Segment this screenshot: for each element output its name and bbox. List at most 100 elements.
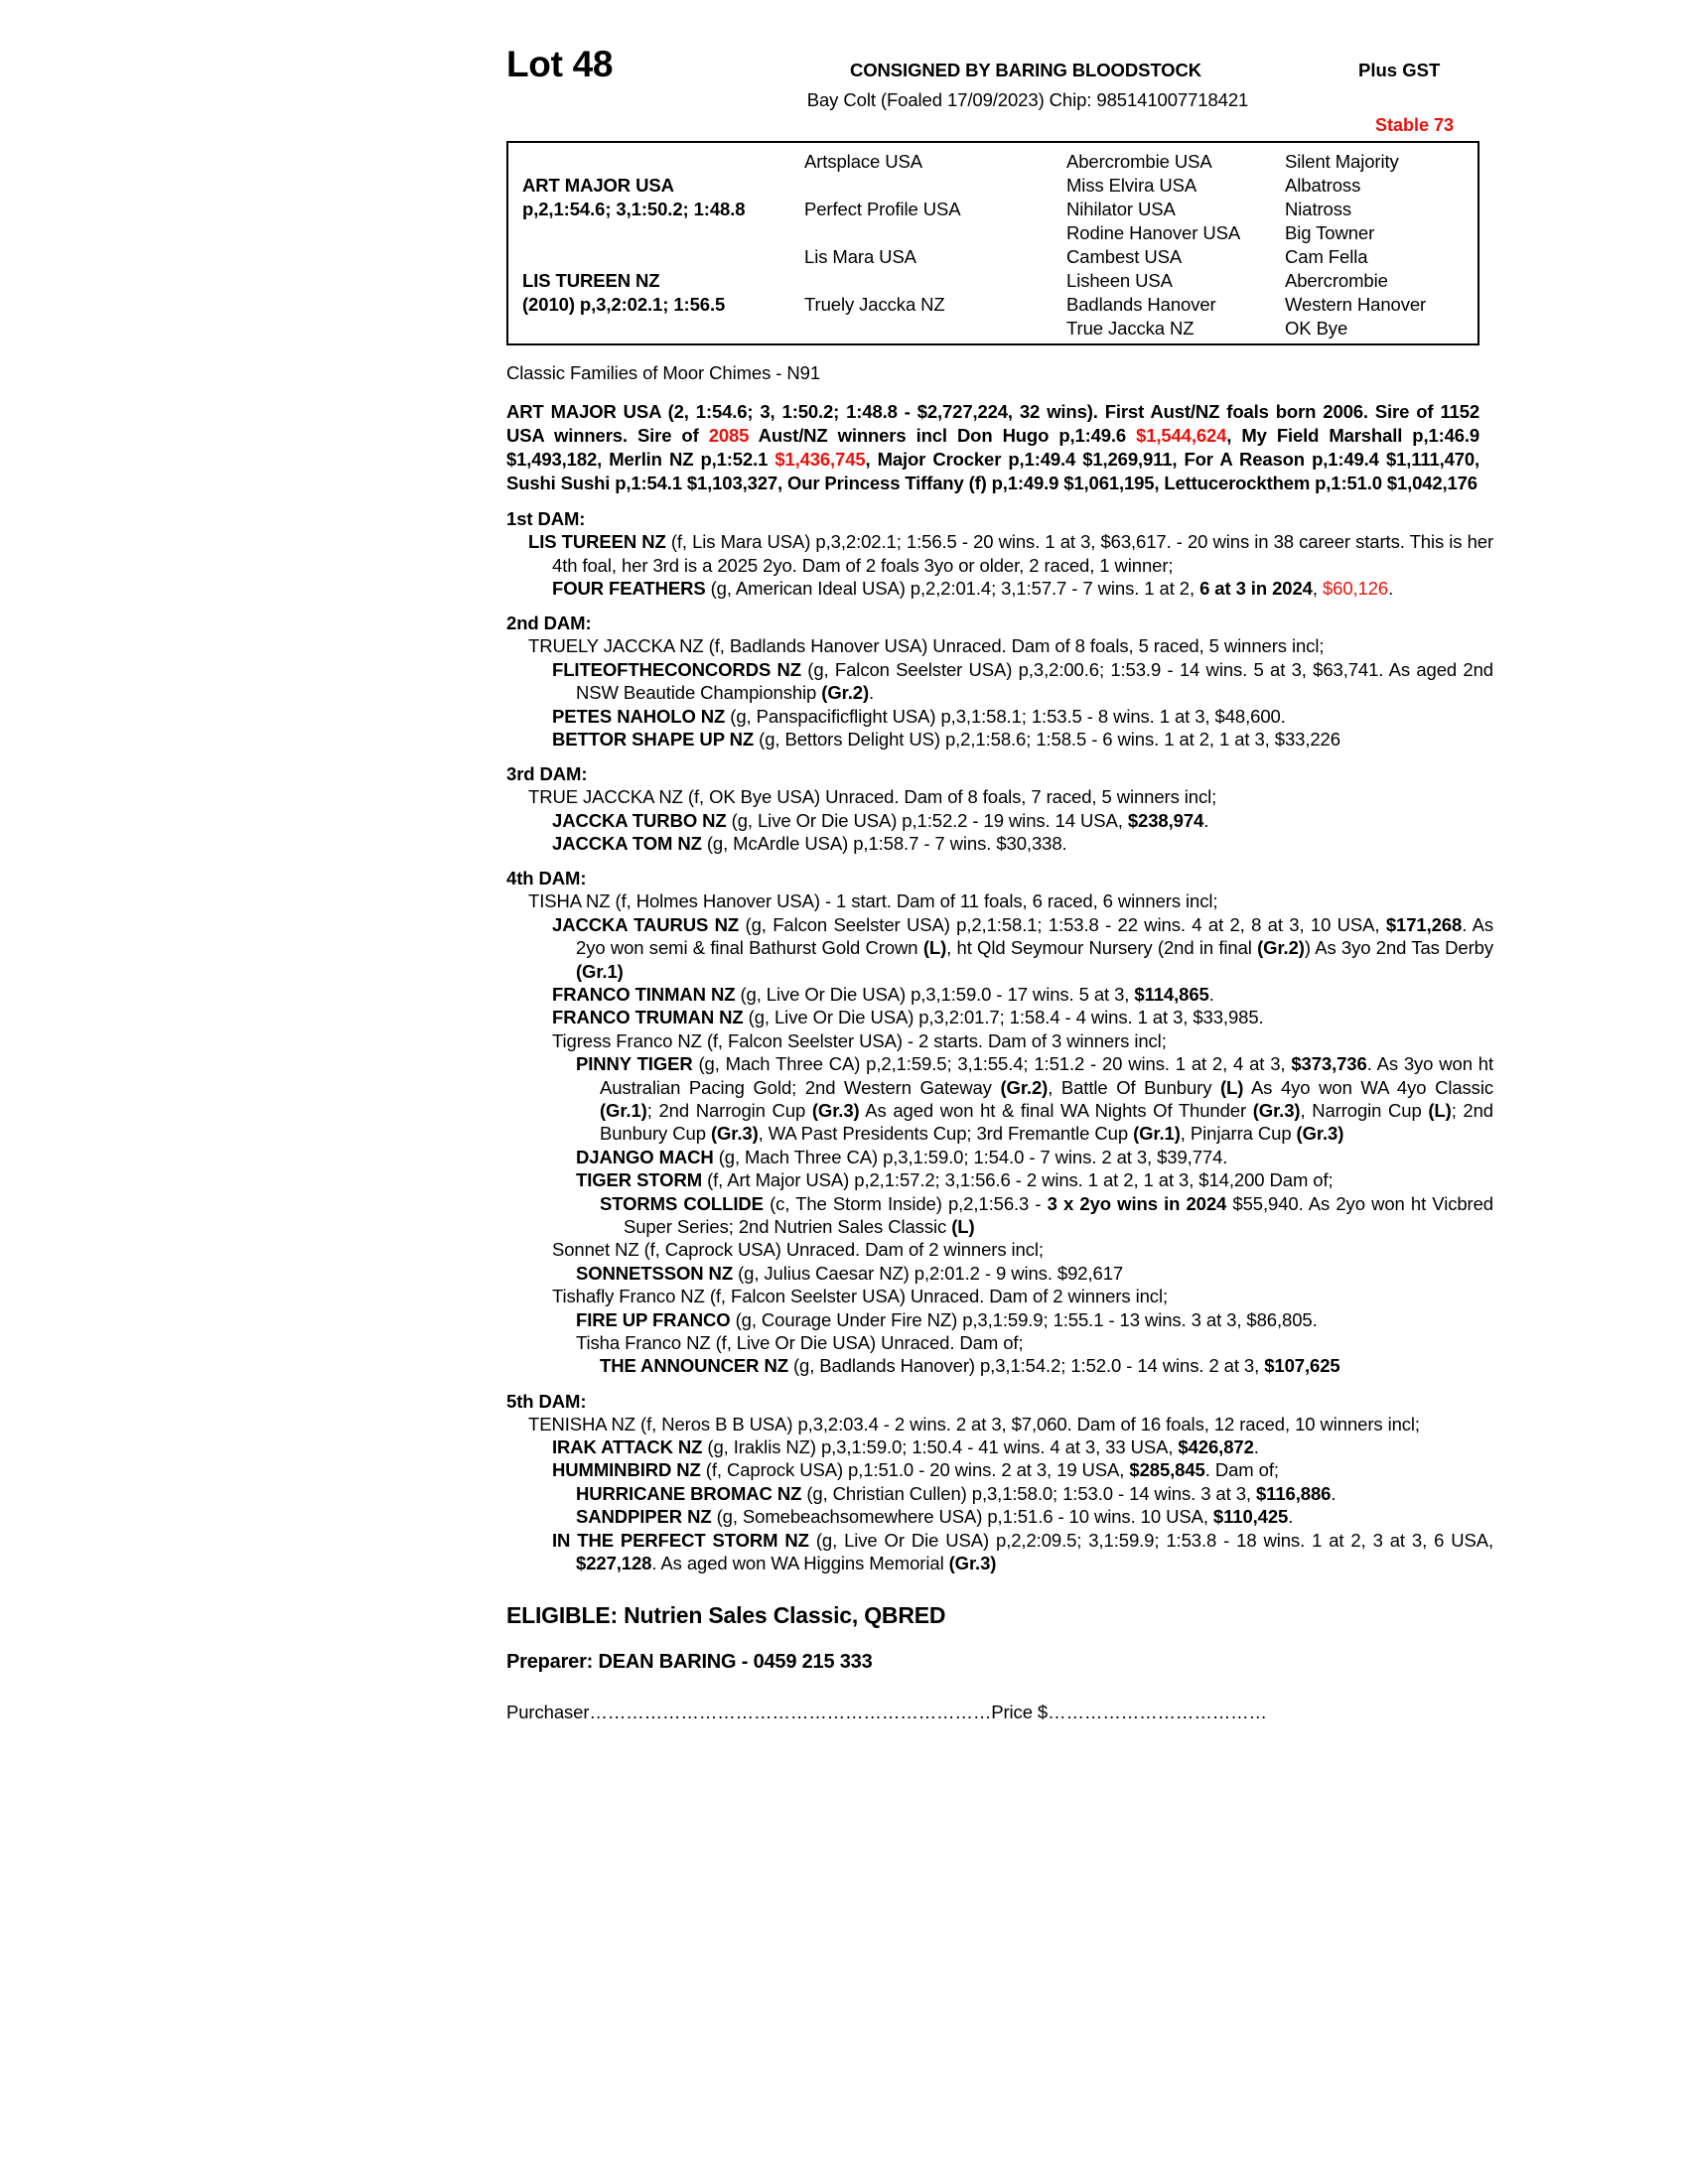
page-header: Lot 48 CONSIGNED BY BARING BLOODSTOCK Ba… (169, 38, 1519, 135)
pedigree-entry: HUMMINBIRD NZ (f, Caprock USA) p,1:51.0 … (552, 1458, 1493, 1481)
sire-stat-text: , Major Crocker p,1:49.4 $1,269,911, For… (506, 449, 1479, 494)
pedigree-entry: TRUE JACCKA NZ (f, OK Bye USA) Unraced. … (528, 785, 1493, 808)
entry-text: (g, American Ideal USA) p,2,2:01.4; 3,1:… (705, 577, 1200, 599)
entry-text: . As aged won WA Higgins Memorial (651, 1553, 949, 1574)
entry-text: , Pinjarra Cup (1180, 1123, 1297, 1145)
pedigree-entry: BETTOR SHAPE UP NZ (g, Bettors Delight U… (552, 728, 1493, 751)
sire-sire: Artsplace USA (804, 151, 922, 172)
sire-stat-highlight: $1,436,745 (774, 449, 866, 471)
entry-emphasis: LIS TUREEN NZ (528, 531, 666, 553)
pedigree-entry: THE ANNOUNCER NZ (g, Badlands Hanover) p… (600, 1354, 1493, 1377)
entry-emphasis: (Gr.1) (1133, 1123, 1181, 1145)
pedigree-table: ART MAJOR USA p,2,1:54.6; 3,1:50.2; 1:48… (506, 141, 1479, 345)
entry-text: . (1388, 577, 1394, 599)
entry-emphasis: FRANCO TRUMAN NZ (552, 1007, 744, 1028)
sire-stat-text: ART MAJOR USA (2, 1:54.6; 3, 1:50.2; 1:4… (506, 401, 1479, 447)
pedigree-entry: JACCKA TAURUS NZ (g, Falcon Seelster USA… (552, 913, 1493, 983)
entry-emphasis: $426,872 (1178, 1436, 1254, 1458)
entry-text: . (1208, 984, 1214, 1006)
entry-emphasis: (L) (922, 937, 947, 959)
entry-text: . (1331, 1482, 1336, 1504)
entry-text: (f, Falcon Seelster USA) - 2 starts. Dam… (701, 1029, 1167, 1051)
dam-heading: 3rd DAM: (506, 763, 588, 785)
entry-text: (f, Live Or Die USA) Unraced. Dam of; (710, 1331, 1024, 1353)
pedigree-entry: DJANGO MACH (g, Mach Three CA) p,3,1:59.… (576, 1146, 1493, 1168)
pedigree-entry: Sonnet NZ (f, Caprock USA) Unraced. Dam … (552, 1238, 1493, 1261)
entry-emphasis: FOUR FEATHERS (552, 577, 706, 599)
entry-text: (g, Christian Cullen) p,3,1:58.0; 1:53.0… (801, 1482, 1256, 1504)
entry-text: (f, OK Bye USA) Unraced. Dam of 8 foals,… (682, 786, 1217, 808)
entry-emphasis: JACCKA TURBO NZ (552, 809, 727, 831)
dam-heading: 5th DAM: (506, 1390, 587, 1412)
entry-emphasis: STORMS COLLIDE (600, 1192, 764, 1214)
purchaser-line: Purchaser…………………………………………………………Price $……… (506, 1702, 1479, 1723)
pedigree-entry: PETES NAHOLO NZ (g, Panspacificflight US… (552, 705, 1493, 728)
sire-ggp-2: Albatross (1285, 175, 1361, 196)
dam-ggp-2: Abercrombie (1285, 270, 1388, 291)
entry-text: TENISHA NZ (528, 1413, 635, 1434)
entry-text: . (1288, 1506, 1294, 1528)
entry-text: (g, Live Or Die USA) p,3,1:59.0 - 17 win… (735, 984, 1135, 1006)
entry-text: (g, Courage Under Fire NZ) p,3,1:59.9; 1… (730, 1308, 1318, 1330)
entry-emphasis: (Gr.1) (576, 960, 624, 982)
entry-text: (g, Julius Caesar NZ) p,2:01.2 - 9 wins.… (733, 1262, 1124, 1284)
entry-text: . (1203, 809, 1209, 831)
entry-text: Tisha Franco NZ (576, 1331, 711, 1353)
purchaser-label: Purchaser (506, 1702, 590, 1723)
sire-ggp-3: Niatross (1285, 199, 1352, 219)
entry-emphasis: FIRE UP FRANCO (576, 1308, 731, 1330)
entry-emphasis: BETTOR SHAPE UP NZ (552, 728, 755, 750)
entry-emphasis: HURRICANE BROMAC NZ (576, 1482, 802, 1504)
sire-ggp-4: Big Towner (1285, 222, 1375, 243)
entry-text: . Dam of; (1204, 1459, 1279, 1481)
entry-text: (g, Panspacificflight USA) p,3,1:58.1; 1… (725, 705, 1286, 727)
sire-record: p,2,1:54.6; 3,1:50.2; 1:48.8 (522, 199, 746, 219)
dam-gp-2: Lisheen USA (1066, 270, 1173, 291)
entry-text: . (1253, 1436, 1259, 1458)
dam-record: (2010) p,3,2:02.1; 1:56.5 (522, 294, 726, 315)
entry-emphasis: THE ANNOUNCER NZ (600, 1355, 788, 1377)
entry-emphasis: $373,736 (1291, 1053, 1367, 1075)
dam-heading: 2nd DAM: (506, 613, 592, 634)
entry-emphasis: $227,128 (576, 1553, 652, 1574)
price-dots-trailing: ………… (1194, 1702, 1267, 1723)
sire-name: ART MAJOR USA (522, 175, 674, 196)
entry-text: (g, Iraklis NZ) p,3,1:59.0; 1:50.4 - 41 … (702, 1436, 1179, 1458)
entry-emphasis: 3 x 2yo wins in 2024 (1047, 1192, 1227, 1214)
price-label: Price $ (991, 1702, 1049, 1723)
entry-text: ; 2nd Narrogin Cup (646, 1100, 812, 1121)
family-line: Classic Families of Moor Chimes - N91 (506, 362, 821, 383)
entry-emphasis: (L) (1428, 1100, 1452, 1121)
entry-text: (g, Live Or Die USA) p,2,2:09.5; 3,1:59.… (808, 1529, 1493, 1551)
entry-emphasis: DJANGO MACH (576, 1146, 714, 1167)
entry-emphasis: (Gr.3) (811, 1100, 860, 1121)
entry-text: , Battle Of Bunbury (1048, 1076, 1220, 1098)
pedigree-entry: TRUELY JACCKA NZ (f, Badlands Hanover US… (528, 634, 1493, 657)
entry-text: ; 2nd Bunbury Cup (600, 1100, 1493, 1145)
entry-text: TISHA NZ (528, 890, 611, 912)
sire-stat-text: , My Field Marshall p,1:46.9 $1,493,182,… (506, 425, 1479, 471)
entry-text: (g, Bettors Delight US) p,2,1:58.6; 1:58… (754, 728, 1340, 750)
page-content: Lot 48 CONSIGNED BY BARING BLOODSTOCK Ba… (169, 38, 1519, 1723)
entry-emphasis: 6 at 3 in 2024 (1199, 577, 1313, 599)
entry-emphasis: (Gr.2) (821, 682, 869, 704)
entry-emphasis: (L) (951, 1215, 975, 1237)
entry-text: , (1312, 577, 1323, 599)
dam-dam: Truely Jaccka NZ (804, 294, 945, 315)
pedigree-entry: TIGER STORM (f, Art Major USA) p,2,1:57.… (576, 1168, 1493, 1191)
entry-text: , WA Past Presidents Cup; 3rd Fremantle … (758, 1123, 1134, 1145)
dam-heading: 4th DAM: (506, 868, 587, 889)
pedigree-entry: FRANCO TINMAN NZ (g, Live Or Die USA) p,… (552, 983, 1493, 1006)
pedigree-entry: FLITEOFTHECONCORDS NZ (g, Falcon Seelste… (552, 658, 1493, 705)
dam-sire: Lis Mara USA (804, 246, 916, 267)
entry-emphasis: $110,425 (1212, 1506, 1289, 1528)
entry-text: (g, Mach Three CA) p,3,1:59.0; 1:54.0 - … (713, 1146, 1228, 1167)
entry-emphasis: FRANCO TINMAN NZ (552, 984, 736, 1006)
pedigree-entry: Tigress Franco NZ (f, Falcon Seelster US… (552, 1029, 1493, 1052)
entry-emphasis: JACCKA TAURUS NZ (552, 913, 740, 935)
entry-emphasis: IN THE PERFECT STORM NZ (552, 1529, 809, 1551)
entry-emphasis: FLITEOFTHECONCORDS NZ (552, 658, 801, 680)
entry-text: . As 2yo won semi & final Bathurst Gold … (576, 913, 1493, 959)
dam-gp-4: True Jaccka NZ (1066, 318, 1195, 339)
